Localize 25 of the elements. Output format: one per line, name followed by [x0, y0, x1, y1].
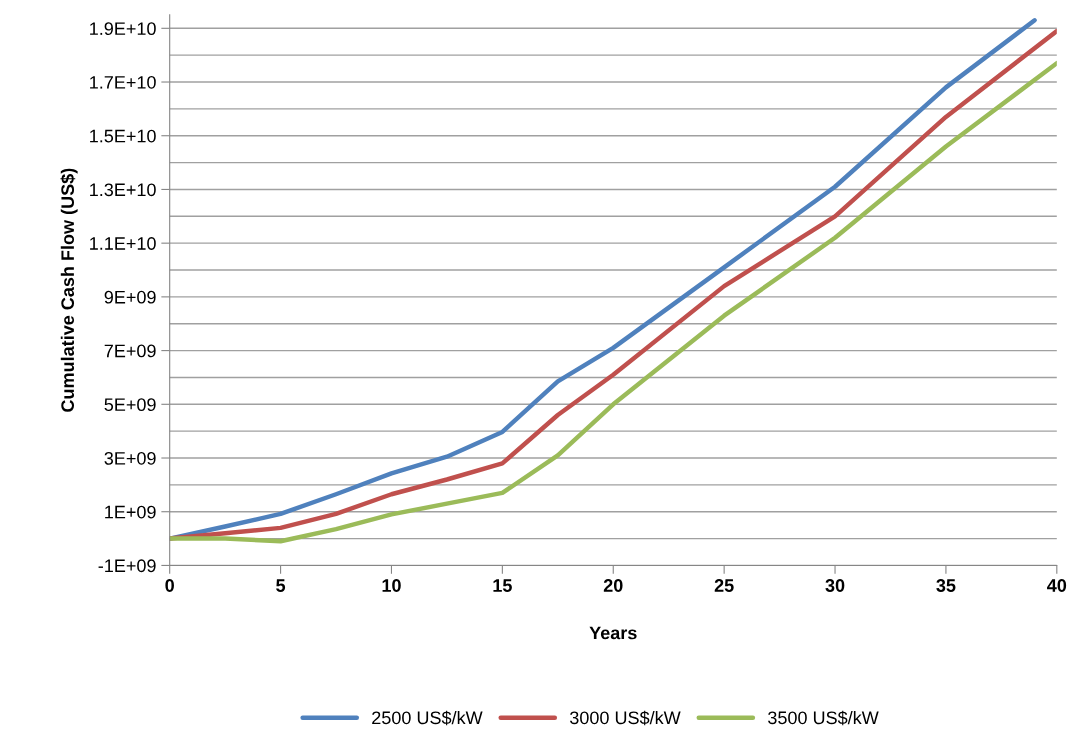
y-tick-label: 3E+09 — [104, 451, 156, 465]
y-tick-label: 1E+09 — [105, 505, 156, 519]
legend-label: 3500 US$/kW — [768, 710, 879, 726]
y-tick-label: -1E+09 — [98, 559, 156, 573]
x-tick-label: 30 — [825, 579, 845, 592]
y-tick-label: 5E+09 — [104, 398, 156, 412]
y-axis-title: Cumulative Cash Flow (US$) — [60, 168, 78, 412]
y-tick-label: 1.1E+10 — [90, 237, 156, 250]
y-tick-label: 1.9E+10 — [90, 22, 156, 36]
x-tick-label: 10 — [382, 579, 401, 592]
y-tick-label: 7E+09 — [104, 344, 156, 358]
x-axis-title: Years — [589, 626, 637, 640]
legend-label: 3000 US$/kW — [570, 710, 681, 726]
x-tick-label: 15 — [493, 579, 512, 592]
legend-label: 2500 US$/kW — [372, 710, 483, 726]
x-tick-label: 20 — [603, 579, 623, 592]
x-tick-label: 25 — [714, 579, 734, 592]
x-tick-label: 40 — [1047, 579, 1067, 592]
x-tick-label: 35 — [936, 579, 956, 592]
y-tick-label: 9E+09 — [104, 290, 156, 304]
x-tick-label: 5 — [276, 579, 286, 592]
y-tick-label: 1.3E+10 — [90, 183, 156, 197]
y-tick-label: 1.7E+10 — [90, 75, 156, 89]
y-tick-label: 1.5E+10 — [90, 129, 156, 143]
x-tick-label: 0 — [165, 579, 174, 592]
